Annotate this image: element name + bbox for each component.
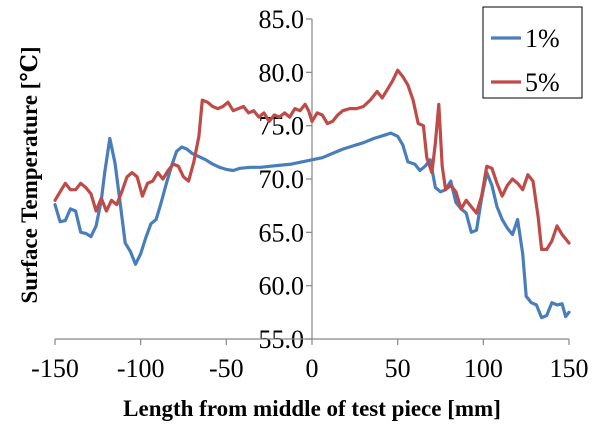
x-tick-label: 0 [306,354,319,383]
y-tick-label: 80.0 [259,58,305,87]
y-axis: 55.060.065.070.075.080.085.0 [259,5,313,354]
x-tick-label: 150 [550,354,589,383]
x-tick-label: 50 [385,354,411,383]
x-axis-title: Length from middle of test piece [mm] [123,396,501,421]
y-axis-title: Surface Temperature [℃] [17,46,42,303]
x-tick-label: -100 [117,354,165,383]
x-axis: -150 -100 -50 0 50 100 150 [31,339,588,383]
legend-label: 1% [525,24,560,53]
x-tick-label: 100 [464,354,503,383]
y-tick-label: 60.0 [259,272,305,301]
x-tick-label: -150 [31,354,79,383]
x-tick-label: -50 [209,354,244,383]
y-tick-label: 70.0 [259,165,305,194]
legend-label: 5% [525,68,560,97]
y-tick-label: 65.0 [259,218,305,247]
legend: 1% 5% [483,7,582,98]
y-tick-label: 85.0 [259,5,305,34]
